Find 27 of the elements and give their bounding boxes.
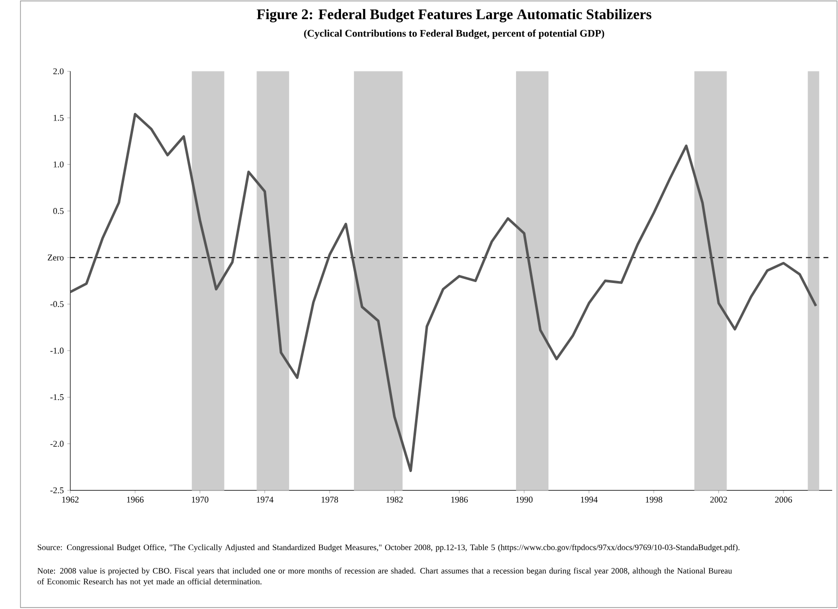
x-tick-label: 1966 [127, 496, 144, 503]
y-tick-label: Zero [48, 254, 64, 261]
y-tick-label: 1.0 [54, 162, 64, 168]
x-tick-label: 2002 [710, 496, 727, 503]
x-tick-label: 1974 [256, 496, 274, 503]
text: Note: 2008 value is projected by CBO. Fiscal years that included one or more months of recession are shaded. Chart assumes that a recession began during fiscal year 2008, although the National Bureau of Economic Research has not yet made an official determination. [37, 568, 732, 586]
x-tick-label: 1990 [516, 496, 533, 503]
y-tick-label: 0.5 [53, 208, 64, 214]
x-tick-label: 1986 [451, 496, 468, 503]
line-series [68, 113, 818, 472]
y-tick-label: 1.5 [54, 115, 64, 122]
x-tick-label: 1994 [580, 496, 598, 503]
x-tick-label: 2006 [775, 496, 792, 503]
y-tick-label: -2.5 [50, 488, 64, 494]
x-tick-label: 1978 [322, 496, 338, 503]
y-tick-label: 2.0 [53, 68, 64, 75]
chart-subtitle: (Cyclical Contributions to Federal Budget, percent of potential GDP) [304, 30, 604, 40]
x-tick-label: 1962 [62, 496, 79, 503]
y-tick-label: -0.5 [50, 301, 64, 308]
chart-title: Figure 2: Federal Budget Features Large Automatic Stabilizers [256, 9, 652, 23]
x-tick-label: 1982 [386, 496, 403, 503]
y-tick-label: -2.0 [50, 441, 64, 447]
y-tick-label: -1.0 [50, 348, 64, 354]
y-tick-label: -1.5 [50, 394, 64, 400]
source-note: Source: Congressional Budget Office, "The Cyclically Adjusted and Standardized Budget Measures," October 2008, pp.12-13, Table 5 (https://www.cbo.gov/ftpdocs/97xx/docs/9769/10-03-StandaBudget.pdf). [38, 544, 740, 552]
x-tick-label: 1998 [646, 496, 662, 503]
x-tick-label: 1970 [192, 496, 208, 503]
